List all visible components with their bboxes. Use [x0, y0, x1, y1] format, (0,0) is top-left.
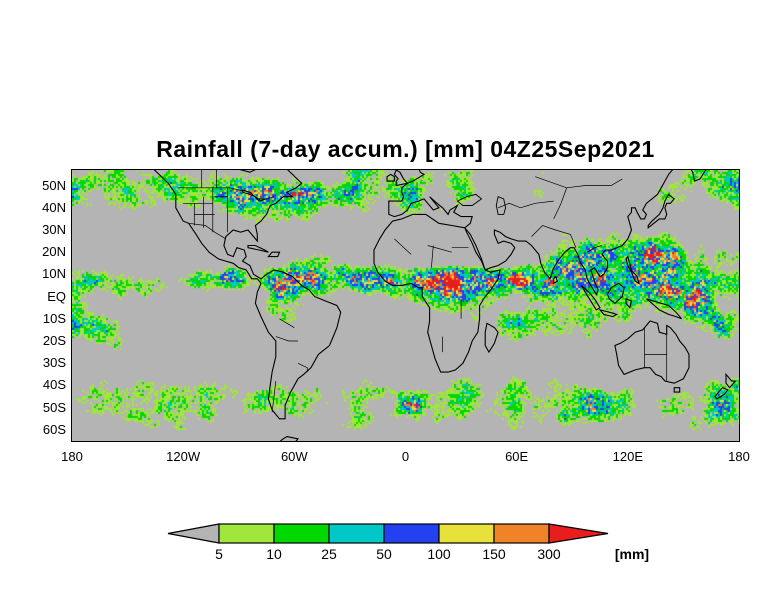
border-africa-2	[431, 245, 434, 268]
lake-caspian-sea	[495, 196, 507, 215]
lat-tick-label-40N: 40N	[42, 199, 66, 215]
colorbar-segment-10-25	[273, 523, 330, 544]
lon-tick-label-4-60E: 60E	[505, 449, 529, 464]
colorbar-tick-label-5: 5	[215, 546, 223, 562]
lon-tick-label-0-180: 180	[61, 449, 83, 464]
lon-tick-label-5-120E: 120E	[612, 449, 644, 464]
colorbar-segment-25-50	[328, 523, 385, 544]
coastline-hispaniola	[267, 251, 281, 258]
coastline-sri-lanka	[553, 275, 559, 285]
colorbar-arrow-gt-300	[548, 523, 609, 544]
colorbar-tick-label-10: 10	[266, 546, 282, 562]
colorbar	[167, 523, 609, 544]
lat-tick-label-20S: 20S	[42, 333, 66, 349]
lat-tick-label-30S: 30S	[42, 355, 66, 371]
map-frame	[71, 169, 740, 442]
border-asia-5	[497, 200, 554, 209]
colorbar-segment-150-300	[493, 523, 550, 544]
colorbar-tick-label-50: 50	[376, 546, 392, 562]
lat-tick-label-30N: 30N	[42, 221, 66, 237]
lat-tick-label-20N: 20N	[42, 244, 66, 260]
map-title: Rainfall (7-day accum.) [mm] 04Z25Sep202…	[156, 136, 655, 162]
border-sa-3	[297, 362, 308, 373]
coastline-philippines	[625, 255, 640, 285]
border-africa-3	[394, 238, 412, 255]
border-asia-4	[586, 245, 602, 253]
coastline-eurasia	[388, 170, 707, 296]
lake-great-lakes	[242, 189, 267, 202]
coastline-uk	[393, 170, 409, 187]
coastline-overlay	[153, 170, 737, 441]
lon-tick-label-3-0: 0	[401, 449, 410, 464]
colorbar-tick-label-300: 300	[537, 546, 561, 562]
coastline-java	[598, 308, 619, 318]
coastline-cuba	[247, 244, 269, 253]
coastline-africa	[373, 213, 501, 373]
colorbar-segment-100-150	[438, 523, 495, 544]
colorbar-arrow-lt-5	[167, 523, 220, 544]
lat-tick-label-50S: 50S	[42, 399, 66, 415]
coastline-antarctic-peninsula	[279, 436, 300, 441]
border-africa-6	[427, 245, 452, 253]
lat-tick-label-EQ: EQ	[47, 288, 66, 304]
border-asia-1	[535, 176, 623, 189]
lake-black-sea	[456, 193, 483, 206]
border-asia-3	[531, 225, 577, 248]
coastline-new-zealand-south	[714, 387, 729, 400]
colorbar-tick-label-150: 150	[482, 546, 506, 562]
border-us-mexico	[188, 222, 226, 240]
coastline-americas	[153, 170, 342, 420]
lat-tick-label-40S: 40S	[42, 377, 66, 393]
lon-tick-label-1-120W: 120W	[166, 449, 201, 464]
border-sa-4	[271, 380, 277, 413]
lat-tick-label-10N: 10N	[42, 266, 66, 282]
coastline-tasmania	[673, 387, 681, 393]
colorbar-unit-label: [mm]	[614, 546, 650, 562]
coastline-japan	[647, 193, 675, 229]
border-us-canada-east	[229, 187, 275, 202]
coastline-borneo	[606, 282, 625, 305]
coastline-sumatra	[581, 285, 601, 311]
lat-tick-label-60S: 60S	[42, 421, 66, 437]
lat-tick-label-50N: 50N	[42, 177, 66, 193]
border-asia-2	[553, 187, 568, 220]
lon-tick-label-2-60W: 60W	[280, 449, 308, 464]
colorbar-tick-label-100: 100	[427, 546, 451, 562]
coastline-madagascar	[484, 322, 499, 354]
border-sa-1	[275, 336, 298, 342]
coastline-new-zealand-north	[725, 372, 737, 389]
lat-tick-label-10S: 10S	[42, 310, 66, 326]
lon-tick-label-6-180: 180	[728, 449, 750, 464]
colorbar-tick-label-25: 25	[321, 546, 337, 562]
colorbar-segment-5-10	[218, 523, 275, 544]
coastline-australia	[614, 320, 690, 384]
coastline-sulawesi	[625, 297, 633, 309]
colorbar-segment-50-100	[383, 523, 440, 544]
coastline-new-guinea	[646, 298, 683, 320]
coastline-ireland	[386, 173, 395, 182]
border-sa-2	[279, 318, 295, 328]
